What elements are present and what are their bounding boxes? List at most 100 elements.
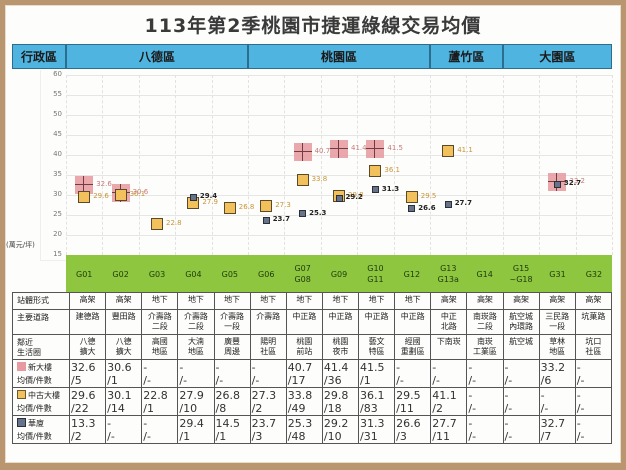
- marker-used-building: [405, 191, 418, 203]
- table-cell: 29.6/22: [68, 387, 107, 416]
- data-label: 41.4: [351, 144, 367, 153]
- table-cell: 29.5/11: [394, 387, 432, 416]
- table-cell: -/-: [502, 359, 540, 388]
- table-cell: 經國 重劃區: [394, 334, 432, 360]
- table-cell: 30.1/14: [105, 387, 143, 416]
- table-cell: 藝文 特區: [357, 334, 396, 360]
- table-cell: 26.8/8: [213, 387, 251, 416]
- table-row-nearby-area: 鄰近 生活圈 八德 擴大 八德 擴大 高國 地區 大湳 地區 廣豐 周邊 陽明 社區 桃園 前站 桃園 夜市 藝文特…: [12, 334, 613, 360]
- table-cell: 27.3/2: [249, 387, 287, 416]
- data-label: 29.2: [345, 193, 363, 202]
- table-cell: 高架: [430, 292, 468, 310]
- marker-used-building: [151, 217, 163, 230]
- table-cell: 豐田路: [105, 309, 143, 335]
- table-cell: 高架: [68, 292, 107, 310]
- gridline-vertical: [248, 75, 249, 255]
- data-label: 32.7: [563, 179, 582, 188]
- data-label: 31.3: [381, 184, 400, 193]
- table-cell: -/-: [141, 415, 179, 444]
- table-cell: 41.4/36: [321, 359, 360, 388]
- station-info-table: 站體形式 高架 高架 地下 地下 地下 地下 地下 地下 地下 地下 高架 高架 高架 高架 高架 主要道路 建德…: [12, 292, 613, 444]
- table-cell: 33.2/6: [538, 359, 576, 388]
- table-cell: 36.1/83: [357, 387, 396, 416]
- table-cell: -/-: [177, 359, 215, 388]
- data-label: 33.2: [569, 177, 585, 186]
- table-cell: -/-: [466, 359, 504, 388]
- data-label: 26.8: [238, 202, 255, 211]
- marker-apartment: [262, 216, 270, 224]
- marker-used-building: [78, 190, 91, 203]
- table-cell: 27.9/10: [177, 387, 215, 416]
- data-label: 41.1: [457, 145, 473, 154]
- table-cell: 高架: [466, 292, 504, 310]
- table-cell: 地下: [177, 292, 215, 310]
- table-cell: 14.5/1: [213, 415, 251, 444]
- table-cell: 地下: [357, 292, 396, 310]
- row-label: 站體形式: [12, 292, 70, 310]
- page-title: 113年第2季桃園市捷運綠線交易均價: [144, 15, 482, 37]
- data-label: 29.6: [93, 191, 109, 200]
- data-label: 27.9: [202, 198, 218, 207]
- station-code-3: G04: [185, 269, 202, 279]
- table-cell: 41.5/1: [357, 359, 396, 388]
- y-tick-label: 55: [53, 90, 62, 98]
- station-code-row: G01 G02 G03 G04 G05 G06 G07 G08 G09 G10 G11 G12 G13 G…: [66, 255, 612, 293]
- data-label: 22.8: [166, 218, 182, 227]
- legend-swatch-icon: [17, 390, 26, 399]
- table-cell: 13.3/2: [68, 415, 107, 444]
- station-code-1: G02: [112, 269, 129, 279]
- table-row-station-type: 站體形式 高架 高架 地下 地下 地下 地下 地下 地下 地下 地下 高架 高架 高架 高架 高架: [12, 292, 613, 310]
- table-cell: 航空城: [502, 334, 540, 360]
- gridline-vertical: [320, 75, 322, 255]
- marker-new-building: [293, 143, 312, 162]
- table-cell: 29.8/18: [321, 387, 360, 416]
- y-axis-box: [40, 70, 67, 261]
- table-row-main-road: 主要道路 建德路 豐田路 介壽路 二段 介壽路 二段 介壽路 一段 介壽路 中正路 中正路 中正路 中正路…: [12, 309, 613, 335]
- table-cell: 29.2/10: [321, 415, 360, 444]
- gridline-vertical: [102, 75, 104, 255]
- gridline-vertical: [575, 75, 577, 255]
- table-cell: -/-: [105, 415, 143, 444]
- legend-swatch-icon: [17, 418, 26, 427]
- legend-swatch-icon: [17, 362, 26, 371]
- table-cell: 介壽路 二段: [177, 309, 215, 335]
- station-code-6: G07 G08: [294, 264, 311, 284]
- gridline-vertical: [138, 75, 140, 255]
- table-cell: 高架: [105, 292, 143, 310]
- row-label: 中古大樓 均價/件數: [12, 387, 70, 416]
- y-tick-label: 40: [53, 150, 62, 158]
- table-cell: 40.7/17: [285, 359, 323, 388]
- marker-used-building: [442, 144, 455, 157]
- gridline-vertical: [502, 75, 504, 255]
- row-label: 鄰近 生活圈: [12, 334, 70, 360]
- gridline-horizontal: [66, 235, 612, 236]
- table-cell: 41.1/2: [430, 387, 468, 416]
- marker-used-building: [223, 201, 236, 214]
- district-header-3: 大園區: [502, 44, 612, 69]
- marker-apartment: [408, 205, 416, 213]
- district-header-2: 蘆竹區: [430, 44, 503, 69]
- station-code-0: G01: [76, 269, 93, 279]
- table-cell: 高國 地區: [141, 334, 179, 360]
- table-cell: 地下: [141, 292, 179, 310]
- table-cell: 陽明 社區: [249, 334, 287, 360]
- table-cell: -/-: [574, 415, 613, 444]
- data-label: 30.6: [132, 187, 149, 196]
- marker-apartment: [553, 180, 561, 188]
- gridline-vertical: [466, 75, 468, 255]
- table-cell: 地下: [394, 292, 432, 310]
- station-code-13: G31: [549, 269, 566, 279]
- gridline-vertical: [66, 75, 67, 255]
- marker-apartment: [189, 193, 197, 201]
- y-axis-unit: (萬元/坪): [6, 241, 35, 249]
- district-header-1: 桃園區: [248, 44, 430, 69]
- table-cell: 27.7/11: [430, 415, 468, 444]
- table-cell: 介壽路 二段: [141, 309, 179, 335]
- marker-apartment: [444, 200, 452, 208]
- table-cell: 中正路: [394, 309, 432, 335]
- data-label: 32.6: [96, 179, 112, 188]
- table-cell: -/-: [574, 359, 613, 388]
- table-cell: 地下: [213, 292, 251, 310]
- row-label: 新大樓 均價/件數: [12, 359, 70, 388]
- station-code-5: G06: [258, 269, 275, 279]
